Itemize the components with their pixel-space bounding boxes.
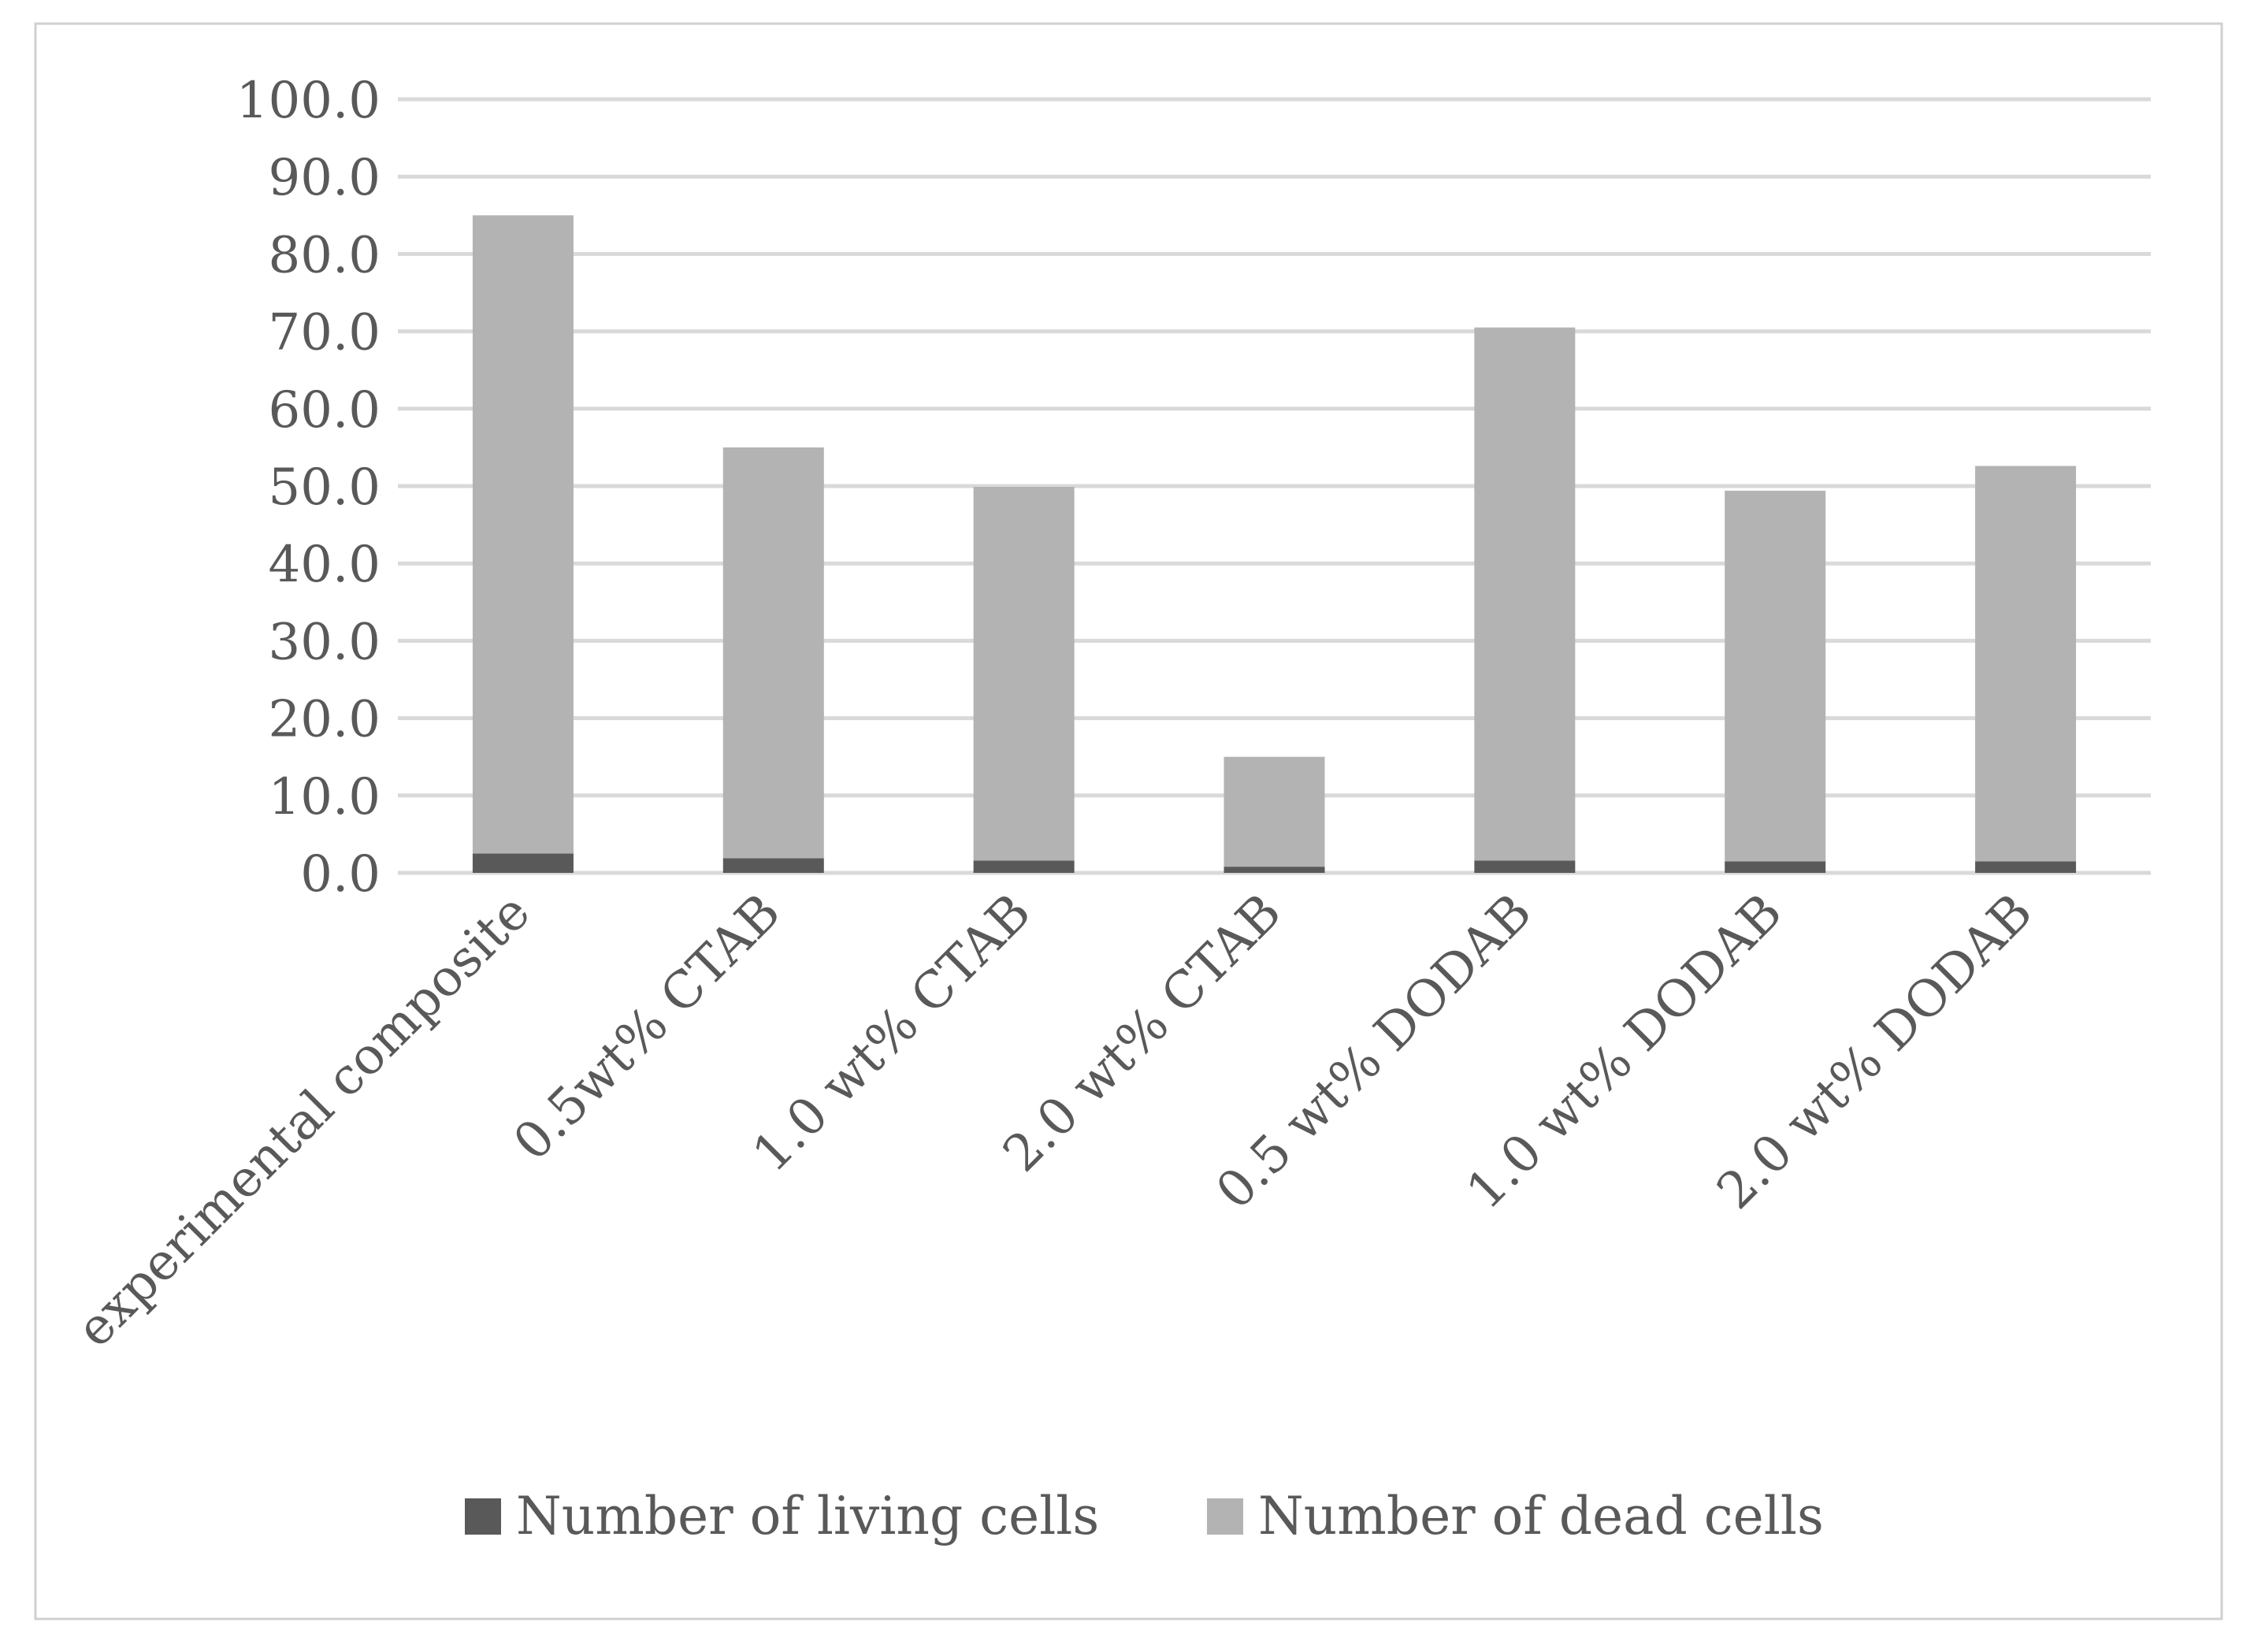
y-tick-label: 0.0: [300, 845, 381, 904]
y-tick-label: 90.0: [269, 149, 381, 207]
y-tick-label: 50.0: [269, 458, 381, 517]
y-axis-tick-labels: 0.0 10.0 20.0 30.0 40.0 50.0 60.0 70.0 80.0 90.0 1…: [236, 72, 381, 904]
bar-living-cells: [1725, 861, 1826, 873]
bar-living-cells: [1975, 861, 2077, 873]
y-tick-label: 70.0: [269, 304, 381, 362]
y-tick-label: 100.0: [236, 72, 381, 130]
legend-label: Number of living cells: [516, 1486, 1099, 1546]
bar-dead-cells: [722, 447, 824, 859]
bar-dead-cells: [1725, 490, 1826, 862]
y-tick-label: 20.0: [269, 691, 381, 749]
legend-swatch: [1207, 1498, 1243, 1535]
y-tick-label: 80.0: [269, 226, 381, 284]
y-tick-label: 60.0: [269, 381, 381, 440]
bars: [472, 215, 2077, 873]
y-tick-label: 10.0: [269, 768, 381, 826]
bar-living-cells: [1474, 860, 1576, 873]
legend-label: Number of dead cells: [1258, 1486, 1824, 1546]
chart-frame: [34, 22, 2223, 1620]
y-tick-label: 40.0: [269, 536, 381, 594]
legend-swatch: [465, 1498, 501, 1535]
y-tick-label: 30.0: [269, 613, 381, 671]
bar-dead-cells: [1474, 327, 1576, 861]
bar-dead-cells: [472, 215, 574, 854]
bar-dead-cells: [1975, 466, 2077, 862]
bar-living-cells: [472, 853, 574, 873]
bar-living-cells: [722, 858, 824, 873]
gridlines: [398, 97, 2151, 875]
bar-dead-cells: [973, 486, 1075, 861]
bar-dead-cells: [1224, 756, 1325, 867]
legend: Number of living cells Number of dead cel…: [465, 1486, 1824, 1546]
bar-living-cells: [1224, 867, 1325, 873]
bar-living-cells: [973, 860, 1075, 873]
